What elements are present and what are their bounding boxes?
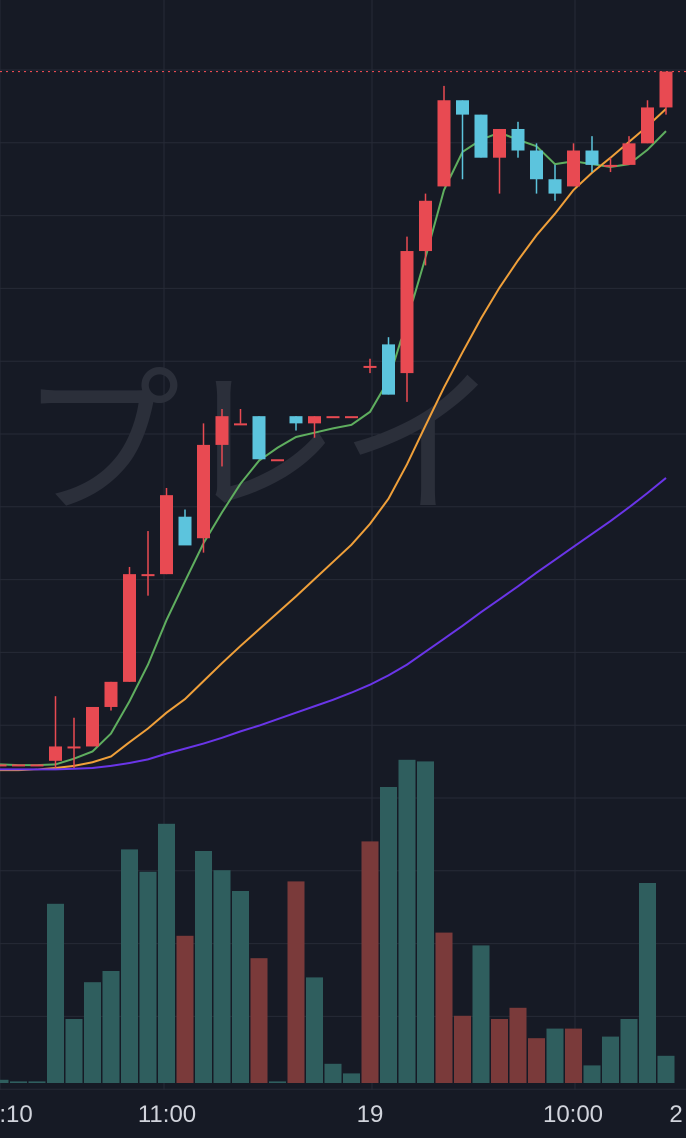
candle-body — [548, 179, 562, 194]
candle-body — [622, 143, 636, 165]
volume-bar — [232, 891, 249, 1083]
moving-averages — [0, 108, 667, 772]
volume-bar — [269, 1081, 286, 1083]
candle-body — [659, 71, 673, 108]
candle-body — [419, 200, 432, 252]
candle-body — [30, 764, 44, 767]
candle-body — [437, 100, 451, 187]
volume-bar — [250, 958, 268, 1083]
candle-body — [326, 416, 340, 419]
candle-body — [641, 107, 654, 144]
candle-body — [123, 574, 136, 682]
candle-body — [308, 416, 321, 424]
candle-body — [345, 416, 358, 419]
volume-bar — [528, 1038, 545, 1083]
volume-bar — [84, 982, 101, 1083]
candle-body — [234, 423, 247, 426]
candle-body — [493, 128, 506, 158]
candles — [0, 71, 673, 768]
volume-bar — [583, 1065, 601, 1083]
volume-bar — [28, 1081, 46, 1083]
candle-body — [178, 516, 192, 546]
volume-bar — [306, 977, 323, 1083]
candle-body — [474, 114, 488, 158]
candle-body — [400, 251, 414, 374]
candle-body — [363, 365, 377, 368]
x-axis: :10 11:00 19 10:00 2 — [0, 1101, 683, 1128]
volume-bar — [546, 1028, 564, 1083]
candle-body — [511, 128, 525, 151]
volume-bar — [380, 787, 397, 1083]
ma-mid-line — [0, 108, 667, 772]
volume-bar — [195, 851, 212, 1083]
volume-bar — [139, 871, 157, 1083]
candle-body — [456, 100, 469, 115]
candle-body — [252, 416, 266, 460]
candle-body — [197, 444, 210, 539]
volume-bar — [176, 935, 194, 1083]
candle-body — [0, 764, 7, 767]
candle-body — [104, 681, 118, 707]
volume-bar — [491, 1019, 508, 1083]
volume-bar — [435, 932, 453, 1083]
x-tick-label: 11:00 — [138, 1101, 196, 1128]
candle-body — [160, 495, 173, 575]
candle-body — [12, 764, 25, 767]
volume-bar — [657, 1055, 675, 1083]
volume-bar — [602, 1036, 619, 1083]
candle-body — [67, 746, 81, 749]
candle-body — [530, 150, 543, 180]
volume-bar — [102, 971, 120, 1083]
ma-short-line — [0, 130, 667, 767]
candle-body — [86, 706, 99, 747]
volume-bar — [417, 761, 434, 1083]
x-tick-label: :10 — [0, 1101, 33, 1128]
volume-bar — [10, 1081, 27, 1083]
volume-bar — [454, 1015, 471, 1083]
volume-bar — [324, 1063, 342, 1083]
x-tick-label: 10:00 — [543, 1101, 603, 1128]
volume-bar — [343, 1073, 360, 1083]
candle-body — [585, 150, 599, 165]
candle-body — [215, 416, 229, 445]
volume-bar — [565, 1028, 582, 1083]
volume-bar — [121, 849, 138, 1083]
volume-bar — [65, 1019, 83, 1083]
volume-bar — [47, 903, 64, 1083]
candle-body — [289, 416, 303, 424]
volume-bar — [509, 1007, 527, 1083]
candle-body — [567, 150, 580, 187]
candle-body — [271, 459, 284, 462]
volume-bar — [472, 945, 490, 1083]
candle-body — [604, 164, 617, 167]
candle-body — [141, 574, 155, 577]
volume-bar — [361, 841, 379, 1083]
volume-bar — [398, 759, 416, 1083]
x-tick-label: 19 — [357, 1101, 384, 1128]
candle-body — [49, 746, 62, 761]
candle-body — [382, 344, 395, 395]
volume-bar — [158, 823, 175, 1083]
volume-bar — [620, 1019, 638, 1083]
x-tick-label: 2 — [669, 1101, 682, 1128]
volume-bars — [0, 759, 675, 1083]
ma-long-line — [0, 477, 667, 771]
volume-bar — [287, 881, 305, 1083]
volume-bar — [0, 1079, 9, 1083]
volume-bar — [639, 883, 656, 1083]
volume-bar — [213, 870, 231, 1083]
